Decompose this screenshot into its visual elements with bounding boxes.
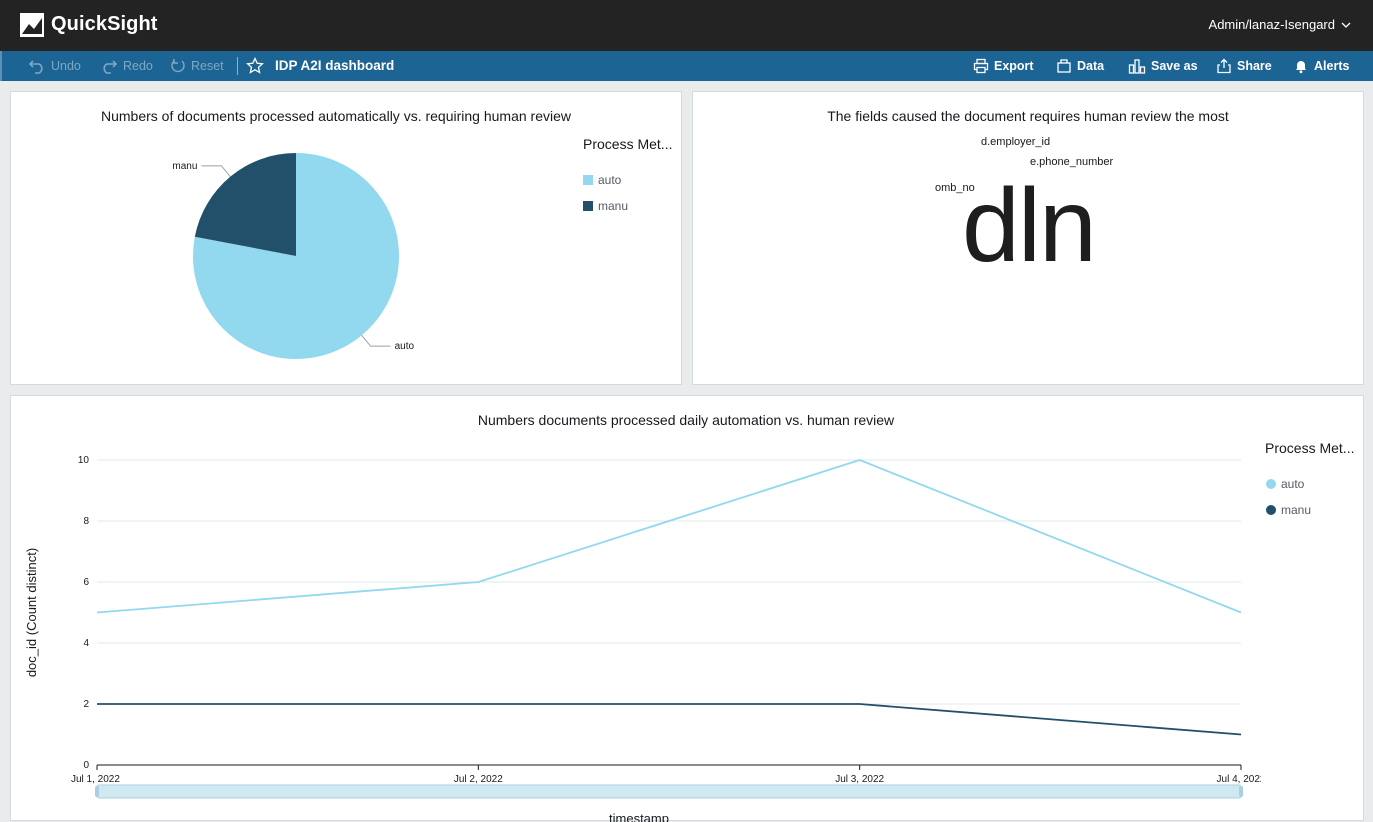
reset-label: Reset [191, 59, 224, 73]
user-menu[interactable]: Admin/lanaz-Isengard [1209, 17, 1351, 32]
legend-label: auto [598, 173, 621, 187]
pie-legend-item-manu[interactable]: manu [583, 199, 628, 213]
share-label: Share [1237, 59, 1272, 73]
pie-chart-panel[interactable]: Numbers of documents processed automatic… [10, 91, 682, 385]
line-legend-item-manu[interactable]: manu [1266, 503, 1311, 517]
word-cloud-title: The fields caused the document requires … [693, 108, 1363, 124]
legend-swatch [583, 175, 593, 185]
reset-icon [170, 58, 186, 74]
undo-icon [28, 58, 46, 74]
favorite-button[interactable] [246, 51, 264, 81]
redo-label: Redo [123, 59, 153, 73]
share-icon [1216, 58, 1232, 74]
share-button[interactable]: Share [1216, 51, 1272, 81]
legend-swatch [583, 201, 593, 211]
bell-icon [1293, 58, 1309, 74]
star-icon [246, 57, 264, 75]
data-label: Data [1077, 59, 1104, 73]
legend-swatch [1266, 505, 1276, 515]
database-icon [1056, 58, 1072, 74]
alerts-label: Alerts [1314, 59, 1349, 73]
alerts-button[interactable]: Alerts [1293, 51, 1349, 81]
y-tick-label: 4 [83, 638, 89, 649]
pie-label-leader-auto [362, 335, 391, 346]
line-series-manu[interactable] [97, 704, 1241, 735]
x-tick-label: Jul 3, 2022 [835, 774, 884, 785]
range-slider-handle-right[interactable] [1239, 786, 1243, 797]
bar-chart-icon [1128, 58, 1146, 74]
y-tick-label: 2 [83, 699, 89, 710]
y-tick-label: 6 [83, 577, 89, 588]
export-label: Export [994, 59, 1034, 73]
reset-button[interactable]: Reset [170, 51, 224, 81]
data-button[interactable]: Data [1056, 51, 1104, 81]
brand-name: QuickSight [51, 13, 158, 36]
y-tick-label: 0 [83, 760, 89, 771]
undo-button[interactable]: Undo [28, 51, 81, 81]
legend-label: manu [1281, 503, 1311, 517]
x-axis-label: timestamp [609, 811, 669, 822]
pie-legend-item-auto[interactable]: auto [583, 173, 621, 187]
save-as-label: Save as [1151, 59, 1198, 73]
undo-label: Undo [51, 59, 81, 73]
pie-slice-label-manu: manu [172, 161, 197, 172]
y-tick-label: 8 [83, 516, 89, 527]
top-bar: QuickSight Admin/lanaz-Isengard [0, 0, 1373, 51]
x-tick-label: Jul 4, 2022 [1217, 774, 1261, 785]
legend-swatch [1266, 479, 1276, 489]
x-tick-label: Jul 1, 2022 [71, 774, 120, 785]
word-cloud-word[interactable]: d.employer_id [981, 136, 1050, 148]
line-series-auto[interactable] [97, 460, 1241, 613]
user-name: Admin/lanaz-Isengard [1209, 17, 1335, 32]
toolbar-divider [237, 57, 238, 75]
redo-button[interactable]: Redo [100, 51, 153, 81]
word-cloud-panel[interactable]: The fields caused the document requires … [692, 91, 1364, 385]
x-tick-label: Jul 2, 2022 [454, 774, 503, 785]
chevron-down-icon [1341, 20, 1351, 30]
line-chart[interactable]: 0 2 4 6 8 10 Jul 1, 2022 Jul 2, 2022 Jul 3, 2022… [11, 396, 1261, 822]
pie-chart[interactable]: auto manu [11, 92, 571, 382]
range-slider[interactable] [97, 785, 1241, 798]
pie-slice-label-auto: auto [395, 341, 415, 352]
redo-icon [100, 58, 118, 74]
line-chart-panel[interactable]: Numbers documents processed daily automa… [10, 395, 1364, 821]
print-icon [973, 58, 989, 74]
range-slider-handle-left[interactable] [95, 786, 99, 797]
export-button[interactable]: Export [973, 51, 1034, 81]
dashboard-title: IDP A2I dashboard [275, 51, 394, 81]
dashboard-toolbar: Undo Redo Reset IDP A2I dashboard Export… [0, 51, 1373, 81]
legend-label: manu [598, 199, 628, 213]
quicksight-logo-icon [20, 13, 44, 37]
line-legend-title: Process Met... [1265, 440, 1354, 456]
y-axis-label: doc_id (Count distinct) [24, 548, 39, 677]
y-tick-label: 10 [78, 455, 90, 466]
save-as-button[interactable]: Save as [1128, 51, 1198, 81]
pie-label-leader-manu [201, 166, 230, 177]
pie-legend-title: Process Met... [583, 136, 672, 152]
legend-label: auto [1281, 477, 1304, 491]
line-legend-item-auto[interactable]: auto [1266, 477, 1304, 491]
word-cloud-word[interactable]: dln [962, 166, 1095, 286]
